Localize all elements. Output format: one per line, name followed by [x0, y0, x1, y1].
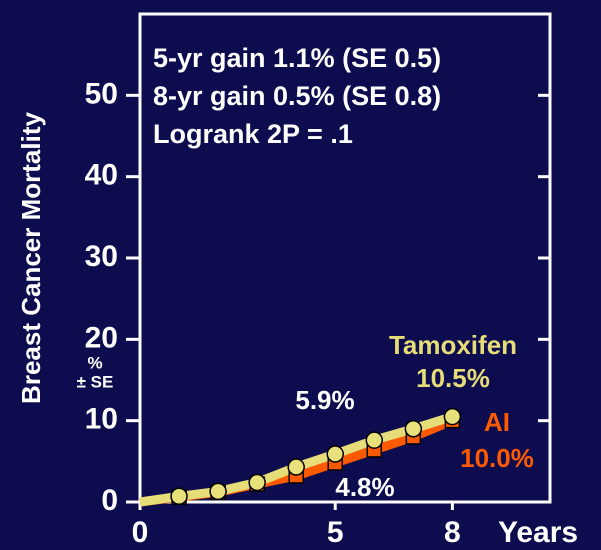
y-unit-label: ± SE [77, 372, 114, 391]
series-label: Tamoxifen [389, 330, 517, 360]
x-tick-label: 0 [132, 516, 149, 549]
series-label: AI [484, 407, 510, 437]
y-tick-label: 0 [101, 484, 118, 517]
y-axis-title: Breast Cancer Mortality [16, 112, 46, 404]
x-axis-title: Years [498, 516, 578, 549]
marker [287, 458, 305, 476]
x-tick-label: 8 [444, 516, 461, 549]
y-tick-label: 40 [85, 159, 118, 192]
x-tick-label: 5 [327, 516, 344, 549]
marker [326, 445, 344, 463]
data-label: 10.0% [460, 443, 534, 473]
y-tick-label: 20 [85, 321, 118, 354]
annotation: 8-yr gain 0.5% (SE 0.8) [153, 81, 441, 111]
y-tick-label: 50 [85, 77, 118, 110]
y-tick-label: 10 [85, 403, 118, 436]
marker [248, 473, 266, 492]
marker [365, 431, 384, 449]
marker [443, 407, 462, 426]
data-label: 4.8% [335, 472, 394, 502]
y-tick-label: 30 [85, 240, 118, 273]
annotation: 5-yr gain 1.1% (SE 0.5) [153, 43, 441, 73]
marker [209, 482, 227, 501]
marker [170, 487, 188, 506]
data-label: 10.5% [416, 363, 490, 393]
annotation: Logrank 2P = .1 [153, 119, 353, 149]
data-label: 5.9% [295, 385, 354, 415]
y-unit-label: % [87, 353, 102, 372]
marker [404, 420, 423, 438]
